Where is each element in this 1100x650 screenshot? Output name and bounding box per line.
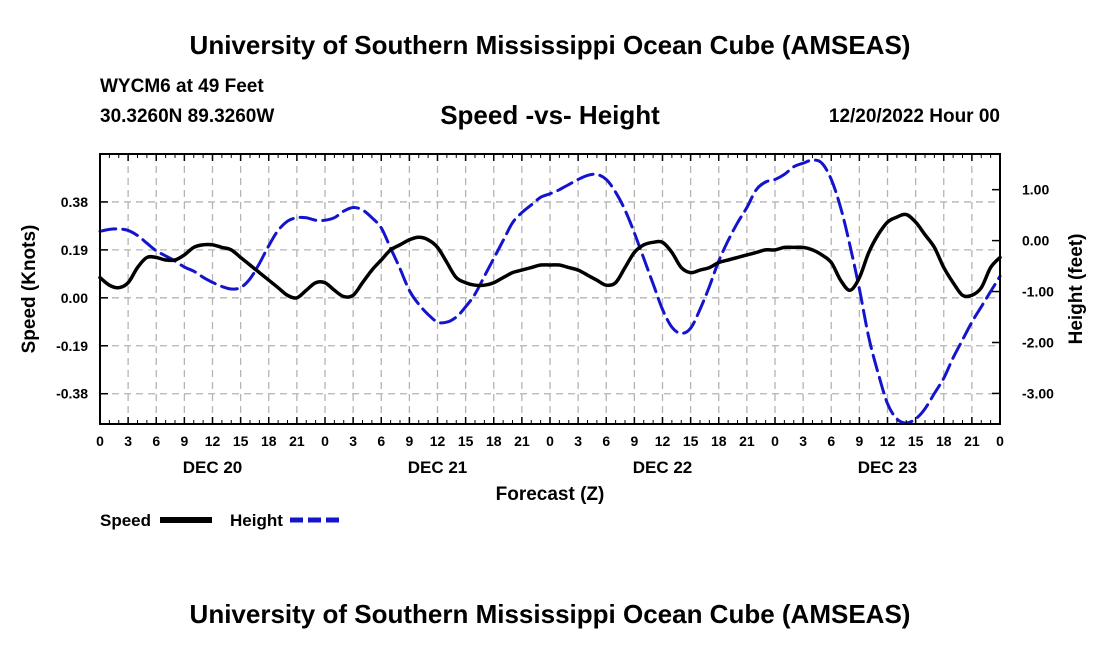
x-tick-label: 12 (205, 433, 221, 449)
station-label: WYCM6 at 49 Feet (100, 76, 264, 97)
x-tick-label: 9 (855, 433, 863, 449)
date-label: DEC 21 (408, 458, 468, 477)
y-tick-label: -0.19 (56, 338, 88, 354)
y2-tick-label: -1.00 (1022, 284, 1054, 300)
x-tick-label: 0 (996, 433, 1004, 449)
y-tick-label: 0.38 (61, 194, 88, 210)
grid-lines (100, 154, 1000, 424)
x-tick-label: 3 (349, 433, 357, 449)
series-lines (98, 158, 1002, 425)
x-tick-label: 18 (486, 433, 502, 449)
y-tick-label: 0.19 (61, 242, 88, 258)
legend: Speed Height (100, 511, 342, 530)
date-label: DEC 23 (858, 458, 918, 477)
forecast-datetime: 12/20/2022 Hour 00 (828, 106, 1000, 127)
x-tick-label: 21 (964, 433, 980, 449)
main-title: University of Southern Mississippi Ocean… (189, 30, 911, 60)
x-tick-label: 21 (739, 433, 755, 449)
x-tick-label: 21 (514, 433, 530, 449)
footer-title: University of Southern Mississippi Ocean… (189, 599, 911, 629)
x-tick-label: 3 (574, 433, 582, 449)
x-tick-label: 15 (683, 433, 699, 449)
x-tick-label: 21 (289, 433, 305, 449)
x-tick-label: 12 (430, 433, 446, 449)
y2-tick-label: 0.00 (1022, 233, 1049, 249)
x-tick-label: 0 (321, 433, 329, 449)
y2-tick-label: 1.00 (1022, 182, 1049, 198)
x-tick-label: 12 (880, 433, 896, 449)
axis-ticks (99, 154, 1001, 424)
x-tick-label: 15 (458, 433, 474, 449)
x-tick-label: 9 (405, 433, 413, 449)
x-tick-label: 0 (546, 433, 554, 449)
x-tick-label: 15 (908, 433, 924, 449)
x-tick-label: 18 (261, 433, 277, 449)
y-axis-title: Speed (Knots) (19, 225, 40, 354)
series-line-height (98, 158, 1002, 425)
x-axis-title: Forecast (Z) (496, 484, 605, 505)
date-label: DEC 22 (633, 458, 693, 477)
legend-label-speed: Speed (100, 511, 151, 530)
legend-label-height: Height (230, 511, 283, 530)
x-tick-label: 0 (771, 433, 779, 449)
x-tick-label: 9 (180, 433, 188, 449)
y-tick-label: -0.38 (56, 386, 88, 402)
y2-tick-label: -3.00 (1022, 385, 1054, 401)
y2-tick-label: -2.00 (1022, 334, 1054, 350)
x-tick-label: 3 (124, 433, 132, 449)
x-tick-label: 6 (827, 433, 835, 449)
y-tick-label: 0.00 (61, 290, 88, 306)
series-line-speed (98, 212, 1002, 300)
chart-subtitle: Speed -vs- Height (440, 100, 660, 130)
x-tick-label: 0 (96, 433, 104, 449)
x-tick-label: 18 (711, 433, 727, 449)
x-tick-label: 18 (936, 433, 952, 449)
x-tick-label: 6 (602, 433, 610, 449)
y2-axis-title: Height (feet) (1066, 234, 1087, 345)
x-tick-label: 3 (799, 433, 807, 449)
date-label: DEC 20 (183, 458, 243, 477)
x-tick-label: 6 (377, 433, 385, 449)
x-tick-label: 15 (233, 433, 249, 449)
x-tick-label: 12 (655, 433, 671, 449)
x-tick-label: 6 (152, 433, 160, 449)
axis-labels: 0 3 6 9 12 15 18 21 0 3 6 9 12 15 18 21 0 3 6 9 12 15 18 21 0 3 6 9… (56, 182, 1054, 477)
x-tick-label: 9 (630, 433, 638, 449)
station-coordinates: 30.3260N 89.3260W (100, 106, 275, 127)
